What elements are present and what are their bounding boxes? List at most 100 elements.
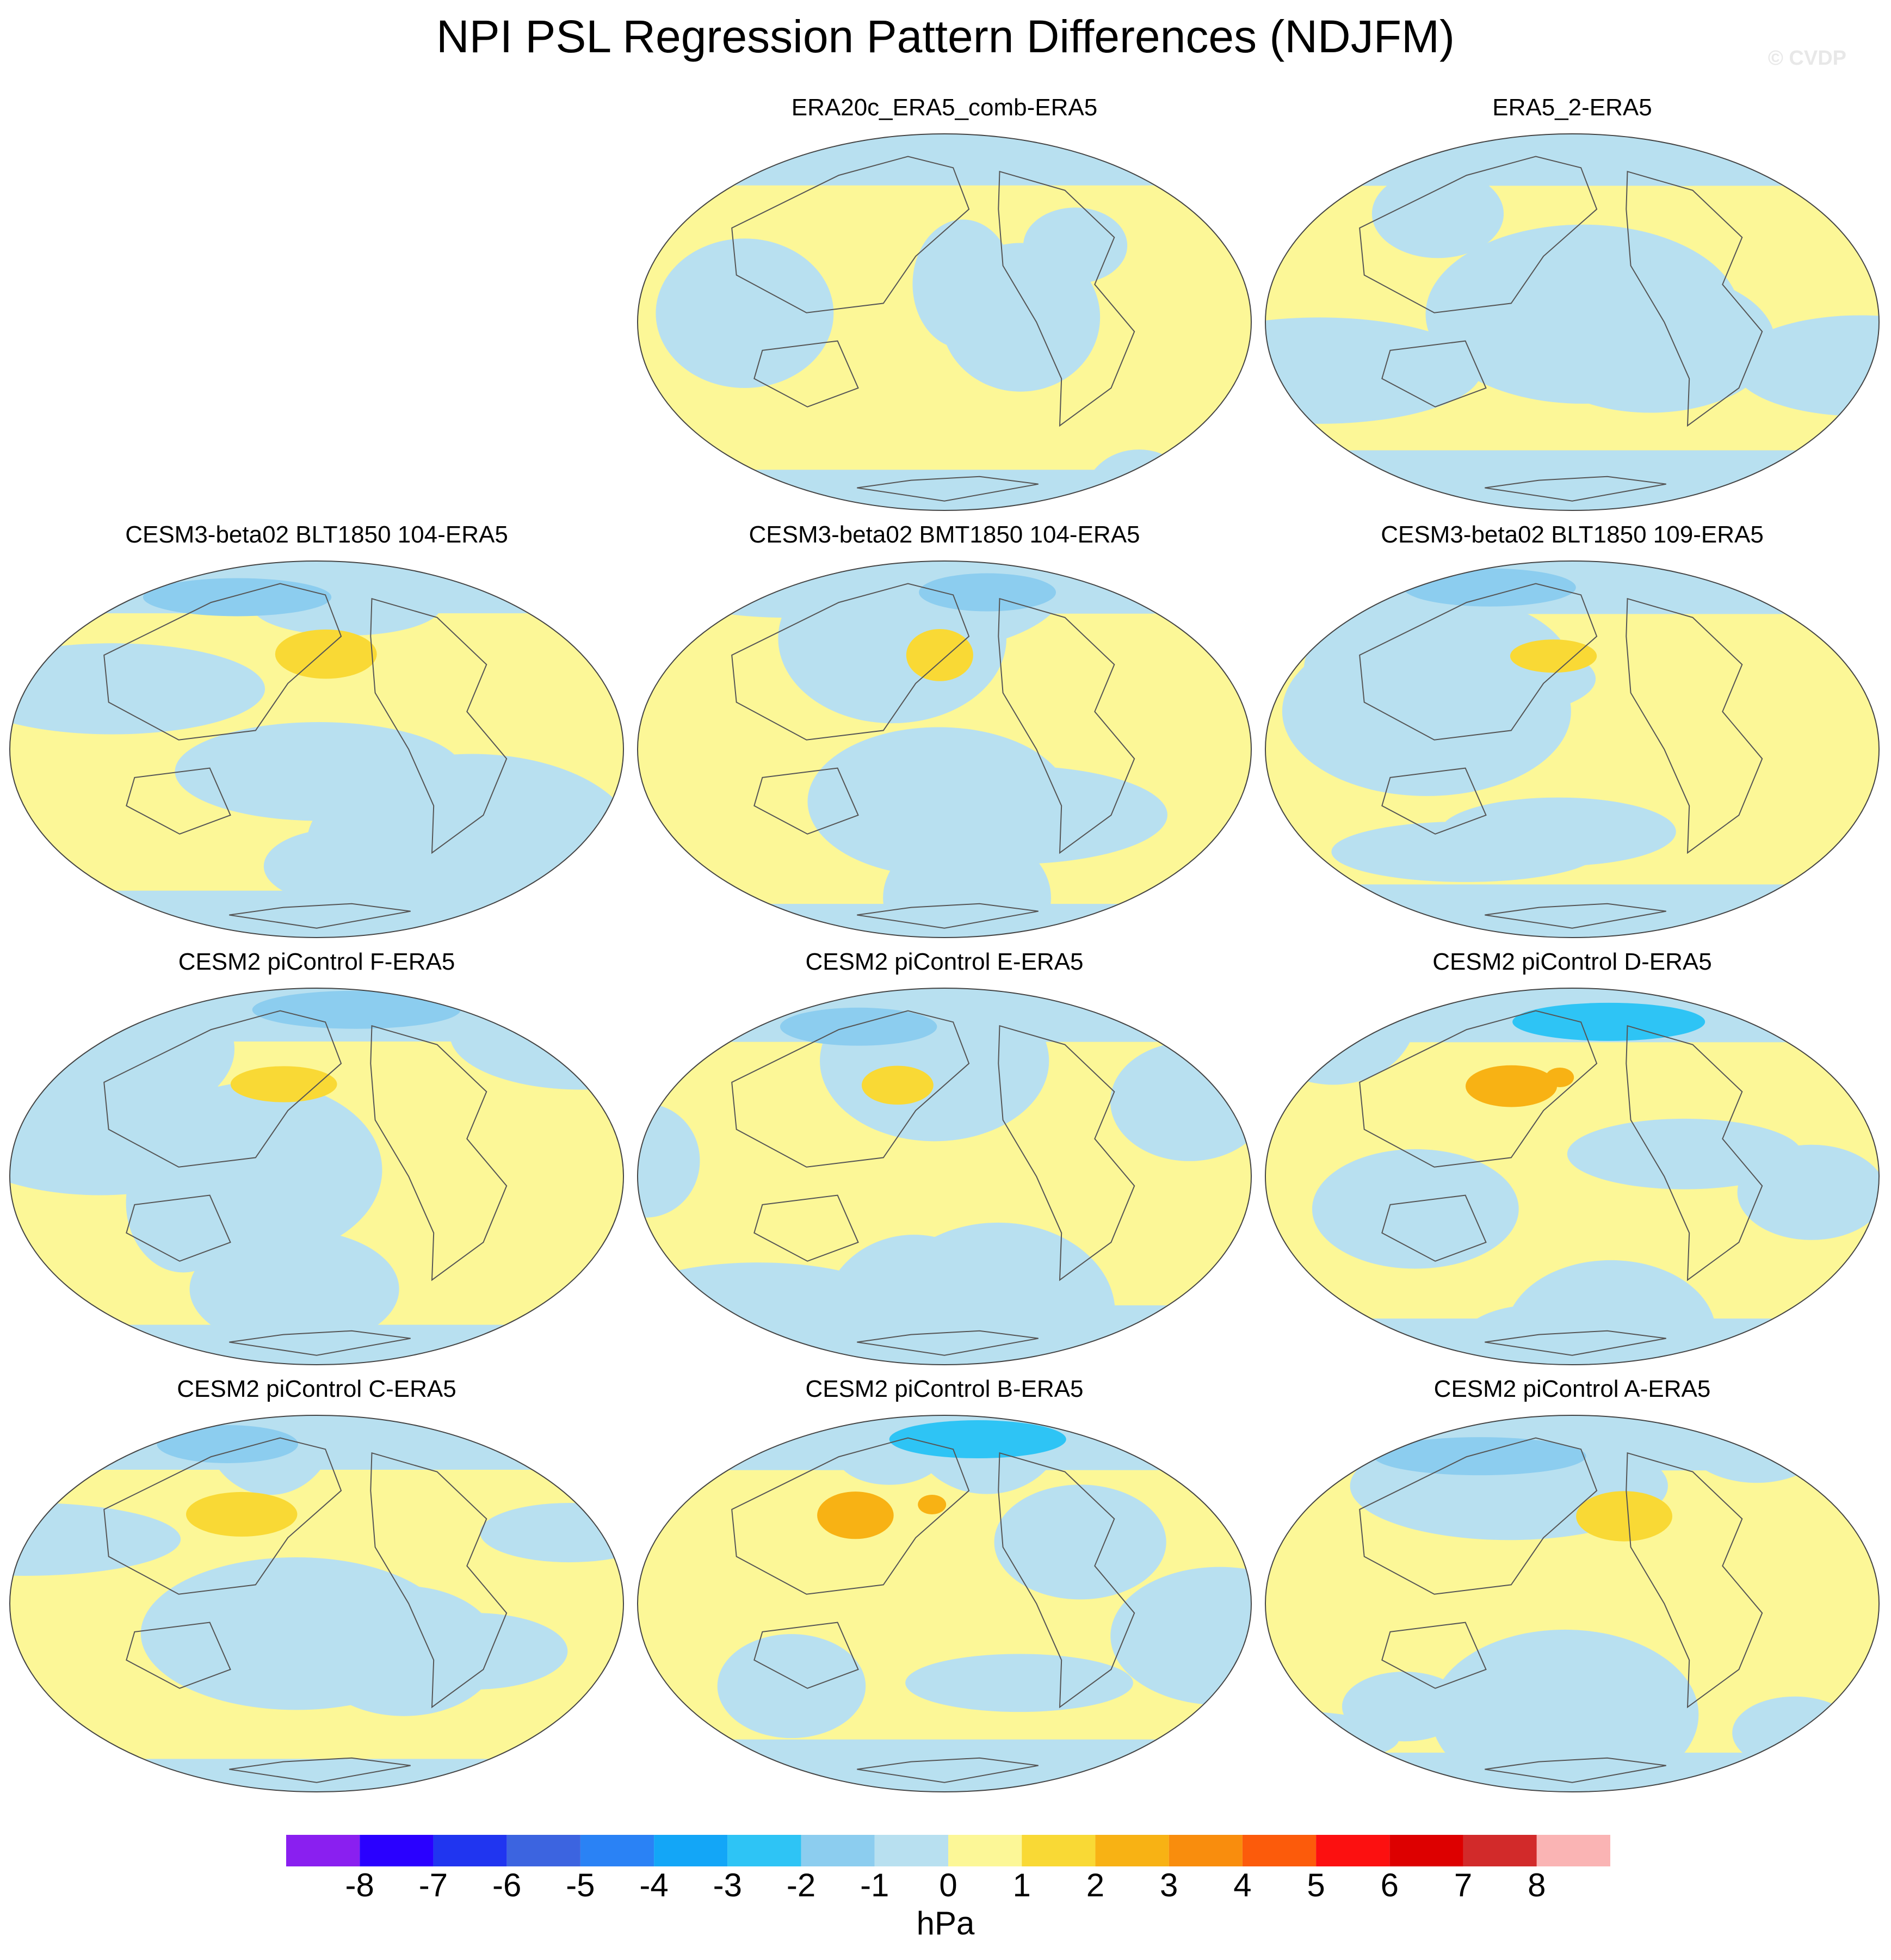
negative-region bbox=[807, 727, 1070, 876]
coastline bbox=[753, 340, 859, 408]
colorbar-box bbox=[1242, 1835, 1317, 1866]
colorbar-box bbox=[1389, 1835, 1463, 1866]
coastline bbox=[731, 156, 970, 313]
negative-region bbox=[638, 470, 1251, 510]
negative-core bbox=[143, 578, 332, 617]
coastline bbox=[731, 1010, 970, 1168]
coastline bbox=[229, 903, 411, 929]
negative-region bbox=[263, 828, 420, 904]
map-border bbox=[9, 988, 624, 1365]
negative-region bbox=[1265, 317, 1482, 424]
map-border bbox=[637, 133, 1252, 511]
positive-core bbox=[1465, 1065, 1558, 1107]
negative-region bbox=[10, 1415, 623, 1470]
positive-core bbox=[275, 629, 377, 679]
coastline bbox=[103, 1437, 342, 1595]
panel-title: CESM3-beta02 BLT1850 109-ERA5 bbox=[1381, 521, 1764, 548]
colorbar-box bbox=[286, 1835, 360, 1866]
negative-region bbox=[1331, 821, 1599, 882]
negative-core bbox=[919, 573, 1056, 612]
map-panel: CESM2 piControl E-ERA5 bbox=[634, 947, 1255, 1367]
negative-region bbox=[638, 418, 695, 510]
negative-region bbox=[638, 134, 1251, 186]
coastline bbox=[1381, 1194, 1487, 1262]
colorbar-box bbox=[1095, 1835, 1169, 1866]
coastline bbox=[1381, 767, 1487, 835]
colorbar-box bbox=[948, 1835, 1022, 1866]
negative-region bbox=[994, 1484, 1166, 1600]
coastline bbox=[1359, 1437, 1598, 1595]
negative-region bbox=[1733, 315, 1879, 416]
colorbar-box bbox=[1536, 1835, 1610, 1866]
colorbar-box bbox=[1022, 1835, 1096, 1866]
coastline bbox=[126, 767, 231, 835]
coastline bbox=[229, 1757, 411, 1783]
coastline bbox=[731, 583, 970, 741]
coastline bbox=[126, 1622, 231, 1689]
coastline bbox=[753, 1622, 859, 1689]
colorbar-tick-label: -2 bbox=[786, 1867, 816, 1903]
colorbar-tick-label: -3 bbox=[713, 1867, 742, 1903]
colorbar-box bbox=[1316, 1835, 1390, 1866]
coastline bbox=[857, 903, 1039, 929]
colorbar-tick-label: 3 bbox=[1159, 1867, 1178, 1903]
map-panel: CESM3-beta02 BMT1850 104-ERA5 bbox=[634, 520, 1255, 940]
negative-region bbox=[638, 1739, 1251, 1792]
panel-title: CESM2 piControl C-ERA5 bbox=[177, 1376, 456, 1402]
coastline bbox=[229, 1330, 411, 1356]
map-plot bbox=[9, 560, 624, 938]
negative-region bbox=[1265, 884, 1879, 938]
colorbar-tick-label: 4 bbox=[1233, 1867, 1252, 1903]
coastline bbox=[753, 767, 859, 835]
map-plot bbox=[9, 988, 624, 1365]
panel-title: ERA5_2-ERA5 bbox=[1492, 94, 1652, 121]
coastline bbox=[753, 1194, 859, 1262]
coastline bbox=[103, 583, 342, 741]
negative-region bbox=[638, 988, 1251, 1042]
coastline bbox=[1485, 1757, 1666, 1783]
negative-region bbox=[308, 1586, 499, 1716]
colorbar-units: hPa bbox=[916, 1905, 975, 1941]
positive-core bbox=[1576, 1491, 1673, 1542]
map-border bbox=[9, 1415, 624, 1792]
negative-region bbox=[1425, 224, 1740, 404]
colorbar-box bbox=[360, 1835, 434, 1866]
coastline bbox=[103, 1010, 342, 1168]
negative-region bbox=[1312, 1149, 1519, 1269]
positive-core bbox=[1510, 639, 1597, 673]
negative-region bbox=[1567, 1118, 1802, 1189]
negative-region bbox=[1110, 1567, 1251, 1705]
map-plot bbox=[637, 988, 1252, 1365]
colorbar-tick-label: -4 bbox=[639, 1867, 669, 1903]
coastline bbox=[857, 1757, 1039, 1783]
panel-title: CESM3-beta02 BLT1850 104-ERA5 bbox=[125, 521, 508, 548]
colorbar-box bbox=[654, 1835, 728, 1866]
negative-region bbox=[10, 1324, 623, 1365]
panel-title: ERA20c_ERA5_comb-ERA5 bbox=[791, 94, 1098, 121]
positive-core bbox=[230, 1066, 337, 1102]
negative-region bbox=[638, 1305, 1251, 1365]
figure-title: NPI PSL Regression Pattern Differences (… bbox=[436, 11, 1455, 62]
positive-core bbox=[906, 629, 973, 681]
colorbar-tick-label: 7 bbox=[1454, 1867, 1473, 1903]
map-border bbox=[1265, 560, 1880, 938]
panel-title: CESM2 piControl D-ERA5 bbox=[1432, 948, 1712, 975]
colorbar-tick-label: -5 bbox=[566, 1867, 595, 1903]
map-plot bbox=[1265, 988, 1880, 1365]
negative-core bbox=[889, 1420, 1066, 1459]
colorbar-tick-label: 6 bbox=[1380, 1867, 1399, 1903]
negative-region bbox=[656, 238, 834, 389]
colorbar-box bbox=[727, 1835, 801, 1866]
negative-region bbox=[1342, 1672, 1467, 1742]
panel-title: CESM2 piControl F-ERA5 bbox=[178, 948, 455, 975]
coastline bbox=[1626, 1452, 1763, 1709]
map-border bbox=[637, 560, 1252, 938]
negative-region bbox=[1282, 626, 1571, 796]
positive-core bbox=[861, 1065, 934, 1105]
coastline bbox=[370, 1025, 508, 1281]
coastline bbox=[1359, 583, 1598, 741]
coastline bbox=[1381, 340, 1487, 408]
coastline bbox=[1359, 156, 1598, 313]
colorbar-box bbox=[433, 1835, 507, 1866]
map-border bbox=[1265, 988, 1880, 1365]
